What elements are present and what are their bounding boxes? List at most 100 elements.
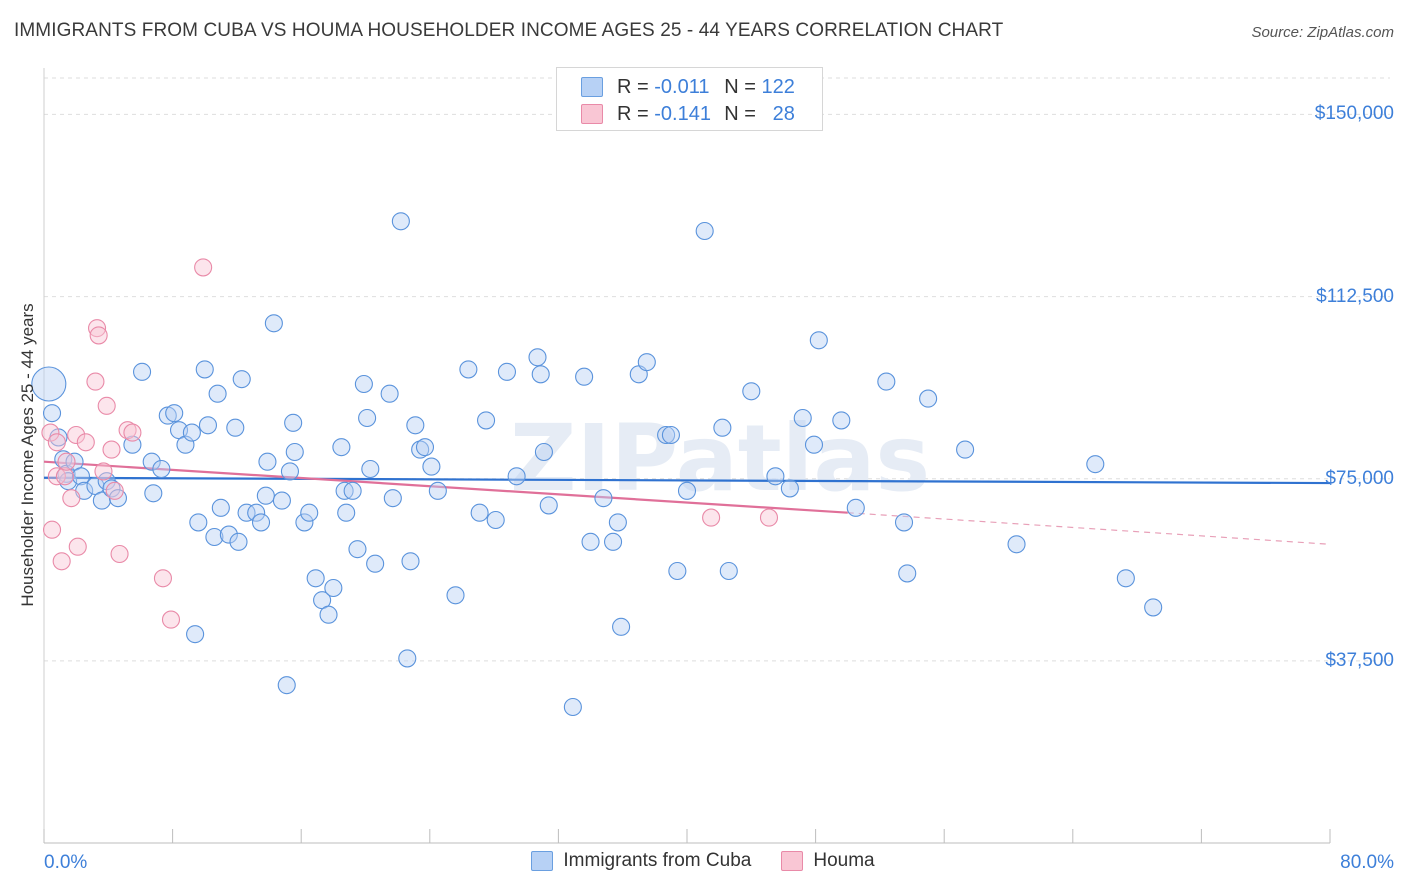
data-point-cuba: [92, 491, 111, 510]
data-point-cuba: [361, 459, 380, 479]
data-point-cuba: [186, 625, 205, 644]
data-point-cuba: [285, 442, 304, 462]
data-point-cuba: [477, 411, 496, 430]
data-point-cuba: [612, 617, 631, 636]
data-point-cuba: [411, 440, 430, 459]
data-point-cuba: [348, 540, 367, 559]
bottom-legend-item-cuba: Immigrants from Cuba: [531, 850, 751, 872]
data-point-cuba: [766, 467, 785, 486]
data-point-cuba: [42, 404, 62, 423]
data-point-cuba: [677, 481, 697, 500]
data-points: [31, 212, 1163, 717]
data-point-houma: [105, 481, 124, 500]
data-point-cuba: [428, 481, 447, 500]
data-point-cuba: [446, 586, 465, 605]
data-point-cuba: [780, 479, 799, 498]
data-point-cuba: [406, 416, 425, 435]
data-point-houma: [161, 610, 181, 629]
data-point-cuba: [133, 362, 152, 381]
data-point-cuba: [695, 221, 714, 241]
data-point-cuba: [742, 382, 761, 401]
data-point-houma: [76, 433, 95, 452]
data-point-houma: [55, 467, 74, 486]
data-point-cuba: [507, 467, 526, 486]
legend-n-value: 122: [761, 75, 795, 98]
data-point-houma: [68, 537, 87, 556]
legend-series-name: Immigrants from Cuba: [563, 850, 752, 871]
data-point-cuba: [324, 578, 343, 598]
data-point-cuba: [661, 425, 680, 445]
data-point-cuba: [71, 467, 91, 486]
data-point-cuba: [713, 418, 732, 437]
data-point-cuba: [581, 532, 600, 551]
data-point-cuba: [280, 462, 299, 481]
data-point-cuba: [102, 479, 121, 498]
data-point-cuba: [295, 513, 314, 532]
y-tick-label: $75,000: [1325, 467, 1394, 489]
data-point-houma: [153, 569, 173, 588]
data-point-cuba: [563, 697, 582, 717]
data-point-cuba: [380, 384, 399, 403]
data-point-cuba: [264, 314, 283, 333]
data-point-cuba: [208, 384, 227, 403]
data-point-cuba: [1086, 455, 1105, 474]
data-point-cuba: [608, 513, 627, 532]
data-point-houma: [52, 552, 71, 571]
data-point-cuba: [1116, 569, 1135, 588]
trend-line-houma-extension: [847, 512, 1331, 545]
y-tick-label: $112,500: [1316, 285, 1394, 307]
data-point-cuba: [332, 438, 351, 457]
legend-row-cuba: R = -0.011 N = 122: [581, 75, 795, 99]
data-point-cuba: [539, 496, 558, 515]
data-point-houma: [102, 440, 121, 459]
legend-n-label: N =: [724, 102, 756, 125]
data-point-cuba: [366, 554, 385, 573]
data-point-cuba: [919, 389, 938, 408]
legend-swatch-pink: [581, 104, 603, 124]
data-point-cuba: [300, 503, 319, 522]
data-point-cuba: [956, 440, 975, 459]
data-point-houma: [759, 508, 779, 527]
data-point-cuba: [354, 374, 373, 394]
data-point-cuba: [165, 404, 184, 423]
data-point-houma: [110, 544, 129, 564]
data-point-cuba: [195, 360, 214, 379]
data-point-houma: [123, 423, 142, 442]
data-point-cuba: [284, 413, 303, 432]
data-point-cuba: [277, 676, 296, 695]
data-point-cuba: [846, 498, 865, 517]
data-point-houma: [97, 396, 116, 415]
data-point-cuba: [272, 491, 291, 510]
data-point-cuba: [152, 459, 171, 479]
data-point-cuba: [637, 353, 656, 372]
legend: R = -0.011 N = 122 R = -0.141 N = 28: [556, 67, 823, 131]
data-point-houma: [41, 423, 60, 442]
data-point-cuba: [198, 416, 218, 435]
x-tick-label: 80.0%: [1340, 852, 1394, 873]
data-point-cuba: [247, 503, 266, 522]
data-point-cuba: [486, 510, 505, 530]
legend-row-houma: R = -0.141 N = 28: [581, 102, 795, 126]
legend-swatch-blue: [581, 77, 603, 97]
y-axis-label: Householder Income Ages 25 - 44 years: [18, 303, 37, 607]
data-point-cuba: [470, 503, 489, 522]
y-tick-label: $150,000: [1314, 103, 1394, 125]
data-point-cuba: [719, 561, 738, 581]
data-point-houma: [87, 319, 107, 338]
data-point-cuba: [898, 564, 917, 583]
data-point-cuba: [219, 525, 238, 544]
data-point-houma: [702, 508, 721, 527]
grid-lines: [44, 77, 1390, 662]
bottom-legend-item-houma: Houma: [781, 850, 875, 872]
data-point-houma: [47, 433, 66, 452]
data-point-cuba: [531, 365, 550, 384]
legend-r-value: -0.141: [654, 102, 711, 125]
chart-title: IMMIGRANTS FROM CUBA VS HOUMA HOUSEHOLDE…: [14, 20, 1004, 41]
data-point-cuba: [256, 486, 275, 505]
data-point-cuba: [237, 503, 256, 522]
legend-r-label: R =: [617, 102, 649, 125]
data-point-cuba: [337, 503, 356, 522]
data-point-cuba: [604, 532, 623, 551]
bottom-legend: Immigrants from Cuba Houma: [0, 850, 1406, 872]
data-point-cuba: [793, 408, 812, 428]
